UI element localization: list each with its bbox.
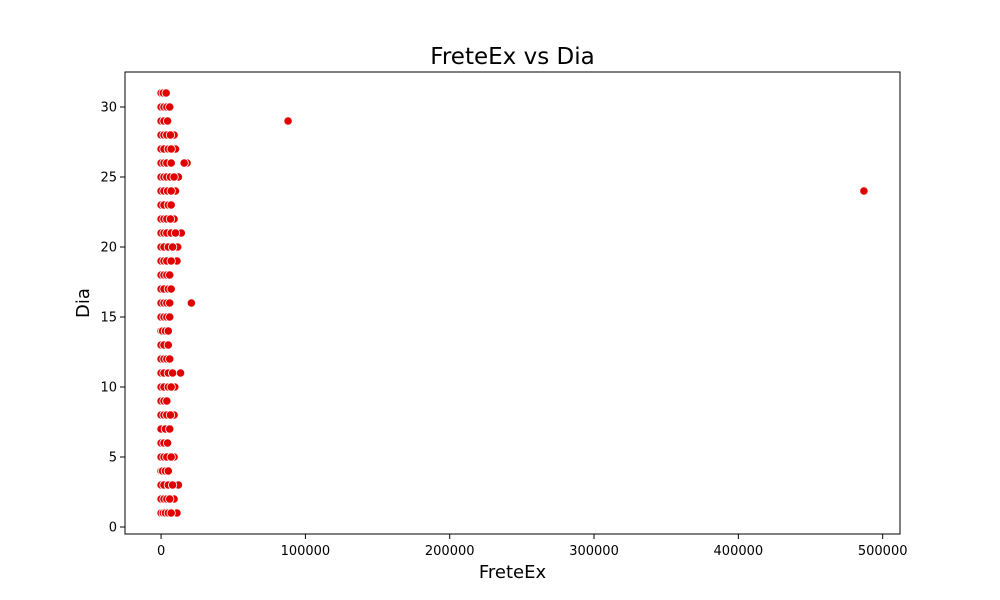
data-point (162, 396, 172, 406)
x-tick-label: 100000 (281, 544, 331, 559)
data-point (166, 508, 176, 518)
data-point (179, 158, 189, 168)
x-tick-label: 300000 (569, 544, 619, 559)
x-tick-label: 0 (157, 544, 165, 559)
data-point (165, 354, 175, 364)
data-point (166, 200, 176, 210)
data-point (168, 480, 178, 490)
data-point (168, 368, 178, 378)
y-tick-label: 5 (109, 451, 117, 466)
data-point (283, 116, 293, 126)
data-point (165, 410, 176, 420)
data-point (166, 382, 176, 392)
data-point (165, 494, 175, 504)
y-axis: 0 5 10 15 20 25 30 (100, 101, 125, 536)
data-point (166, 186, 176, 196)
data-point (163, 326, 173, 336)
y-tick-label: 10 (100, 381, 117, 396)
y-tick-label: 20 (100, 241, 117, 256)
data-point (166, 158, 176, 168)
plot-frame (124, 71, 901, 535)
y-tick-label: 0 (109, 521, 117, 536)
data-point (166, 452, 176, 462)
y-axis-label: Dia (73, 288, 94, 318)
data-point (166, 256, 176, 266)
data-point (163, 466, 173, 476)
data-point (165, 298, 175, 308)
data-point (165, 312, 175, 322)
y-tick-label: 15 (100, 311, 117, 326)
points-layer (156, 88, 869, 518)
y-tick-label: 25 (100, 171, 117, 186)
data-point (163, 340, 173, 350)
data-point (170, 228, 181, 238)
data-point (165, 102, 175, 112)
data-point (165, 130, 176, 140)
data-point (165, 214, 176, 224)
data-point (165, 424, 175, 434)
chart-title: FreteEx vs Dia (430, 44, 594, 70)
y-tick-label: 30 (100, 101, 117, 116)
x-axis-label: FreteEx (479, 562, 547, 583)
data-point (161, 88, 171, 98)
x-tick-label: 200000 (425, 544, 475, 559)
data-point (166, 284, 176, 294)
data-point (169, 172, 179, 182)
data-point (166, 144, 176, 154)
data-point (168, 242, 178, 252)
data-point (859, 186, 869, 196)
data-point (175, 368, 186, 378)
data-point (165, 270, 175, 280)
data-point (186, 298, 196, 308)
x-tick-label: 400000 (714, 544, 764, 559)
x-axis: 0 100000 200000 300000 400000 500000 (157, 534, 908, 559)
data-point (162, 116, 173, 126)
x-tick-label: 500000 (858, 544, 908, 559)
data-point (162, 438, 173, 448)
